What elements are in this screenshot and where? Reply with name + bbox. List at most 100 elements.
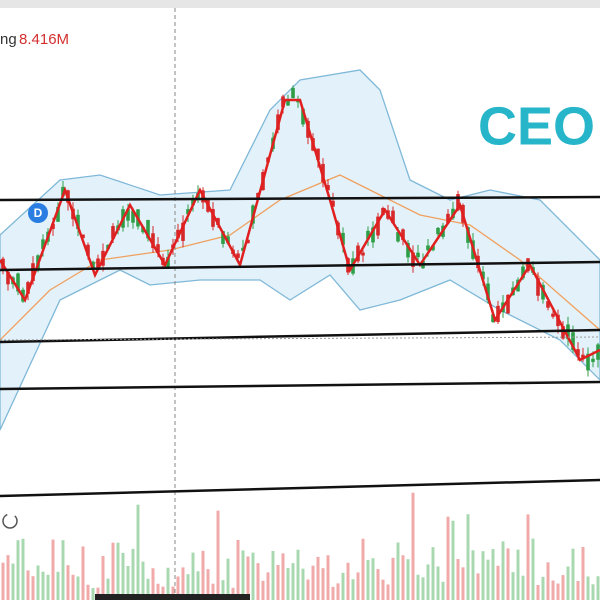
volume-bar: [456, 559, 460, 600]
candle: [186, 209, 190, 215]
trend-line: [0, 478, 600, 498]
volume-bar: [541, 576, 545, 600]
volume-bar: [461, 567, 465, 600]
volume-bar: [346, 562, 350, 600]
candle: [436, 227, 440, 235]
candle: [456, 194, 460, 211]
volume-bar: [361, 538, 365, 600]
candle: [416, 252, 420, 258]
candle: [376, 216, 380, 236]
volume-bar: [591, 584, 595, 600]
candle: [331, 200, 335, 207]
volume-bar: [51, 539, 55, 600]
legend-label: ng: [0, 31, 17, 48]
reset-icon[interactable]: [2, 513, 18, 529]
candle: [486, 283, 490, 301]
watermark: CEO: [478, 96, 595, 156]
volume-bar: [356, 572, 360, 600]
candle: [401, 229, 405, 241]
volume-bar: [336, 583, 340, 600]
candle: [166, 256, 170, 268]
volume-bar: [411, 492, 415, 600]
trend-line: [0, 328, 600, 344]
volume-bar: [306, 579, 310, 600]
candle: [366, 230, 370, 240]
volume-pane: [1, 492, 600, 600]
volume-bar: [81, 546, 85, 600]
candle: [301, 108, 305, 125]
volume-bar: [211, 583, 215, 600]
trend-line: [0, 380, 600, 391]
volume-bar: [366, 559, 370, 600]
candle: [236, 253, 240, 258]
volume-bar: [141, 561, 145, 600]
volume-bar: [226, 558, 230, 600]
candle: [521, 266, 525, 279]
bollinger-band: [0, 69, 600, 431]
volume-bar: [121, 552, 125, 600]
candle: [571, 332, 575, 351]
volume-bar: [516, 549, 520, 600]
volume-bar: [486, 559, 490, 600]
volume-bar: [241, 550, 245, 600]
candle: [76, 214, 80, 230]
volume-bar: [216, 510, 220, 600]
volume-bar: [526, 514, 530, 600]
volume-bar: [546, 562, 550, 600]
candle: [91, 261, 95, 270]
candle: [26, 282, 30, 294]
volume-bar: [506, 548, 510, 600]
candle: [286, 100, 290, 106]
volume-bar: [116, 542, 120, 600]
candle: [211, 209, 215, 227]
volume-bar: [326, 555, 330, 600]
volume-bar: [221, 580, 225, 600]
volume-bar: [441, 581, 445, 600]
marker-label: D: [34, 206, 43, 220]
candle: [406, 242, 410, 258]
volume-bar: [31, 576, 35, 600]
volume-bar: [266, 572, 270, 600]
candle: [591, 358, 595, 362]
volume-bar: [256, 563, 260, 600]
volume-bar: [471, 550, 475, 600]
volume-bar: [331, 586, 335, 600]
volume-bar: [291, 563, 295, 600]
candle: [16, 273, 20, 292]
candle: [491, 314, 495, 323]
volume-bar: [151, 568, 155, 600]
volume-bar: [101, 556, 105, 600]
volume-bar: [401, 555, 405, 600]
volume-bar: [251, 552, 255, 600]
volume-bar: [11, 563, 15, 600]
candle: [536, 278, 540, 296]
volume-bar: [196, 571, 200, 600]
volume-bar: [206, 569, 210, 600]
candle: [396, 232, 400, 242]
candle: [31, 263, 35, 282]
volume-bar: [371, 558, 375, 600]
candle: [86, 244, 90, 256]
candle: [371, 227, 375, 243]
candle: [146, 219, 150, 239]
trend-line: [0, 260, 600, 272]
volume-bar: [176, 576, 180, 600]
candle: [291, 87, 295, 99]
volume-bar: [586, 576, 590, 600]
volume-bar: [321, 568, 325, 600]
volume-bar: [551, 580, 555, 600]
volume-bar: [496, 565, 500, 600]
scrollbar: [95, 594, 250, 600]
volume-bar: [231, 587, 235, 600]
volume-bar: [581, 547, 585, 600]
candle: [361, 252, 365, 256]
volume-bar: [76, 576, 80, 600]
zigzag: [0, 98, 600, 362]
volume-bar: [1, 562, 5, 600]
candle: [181, 222, 185, 241]
volume-bar: [501, 541, 505, 600]
volume-bar: [156, 583, 160, 600]
volume-bar: [466, 514, 470, 600]
volume-bar: [431, 547, 435, 600]
